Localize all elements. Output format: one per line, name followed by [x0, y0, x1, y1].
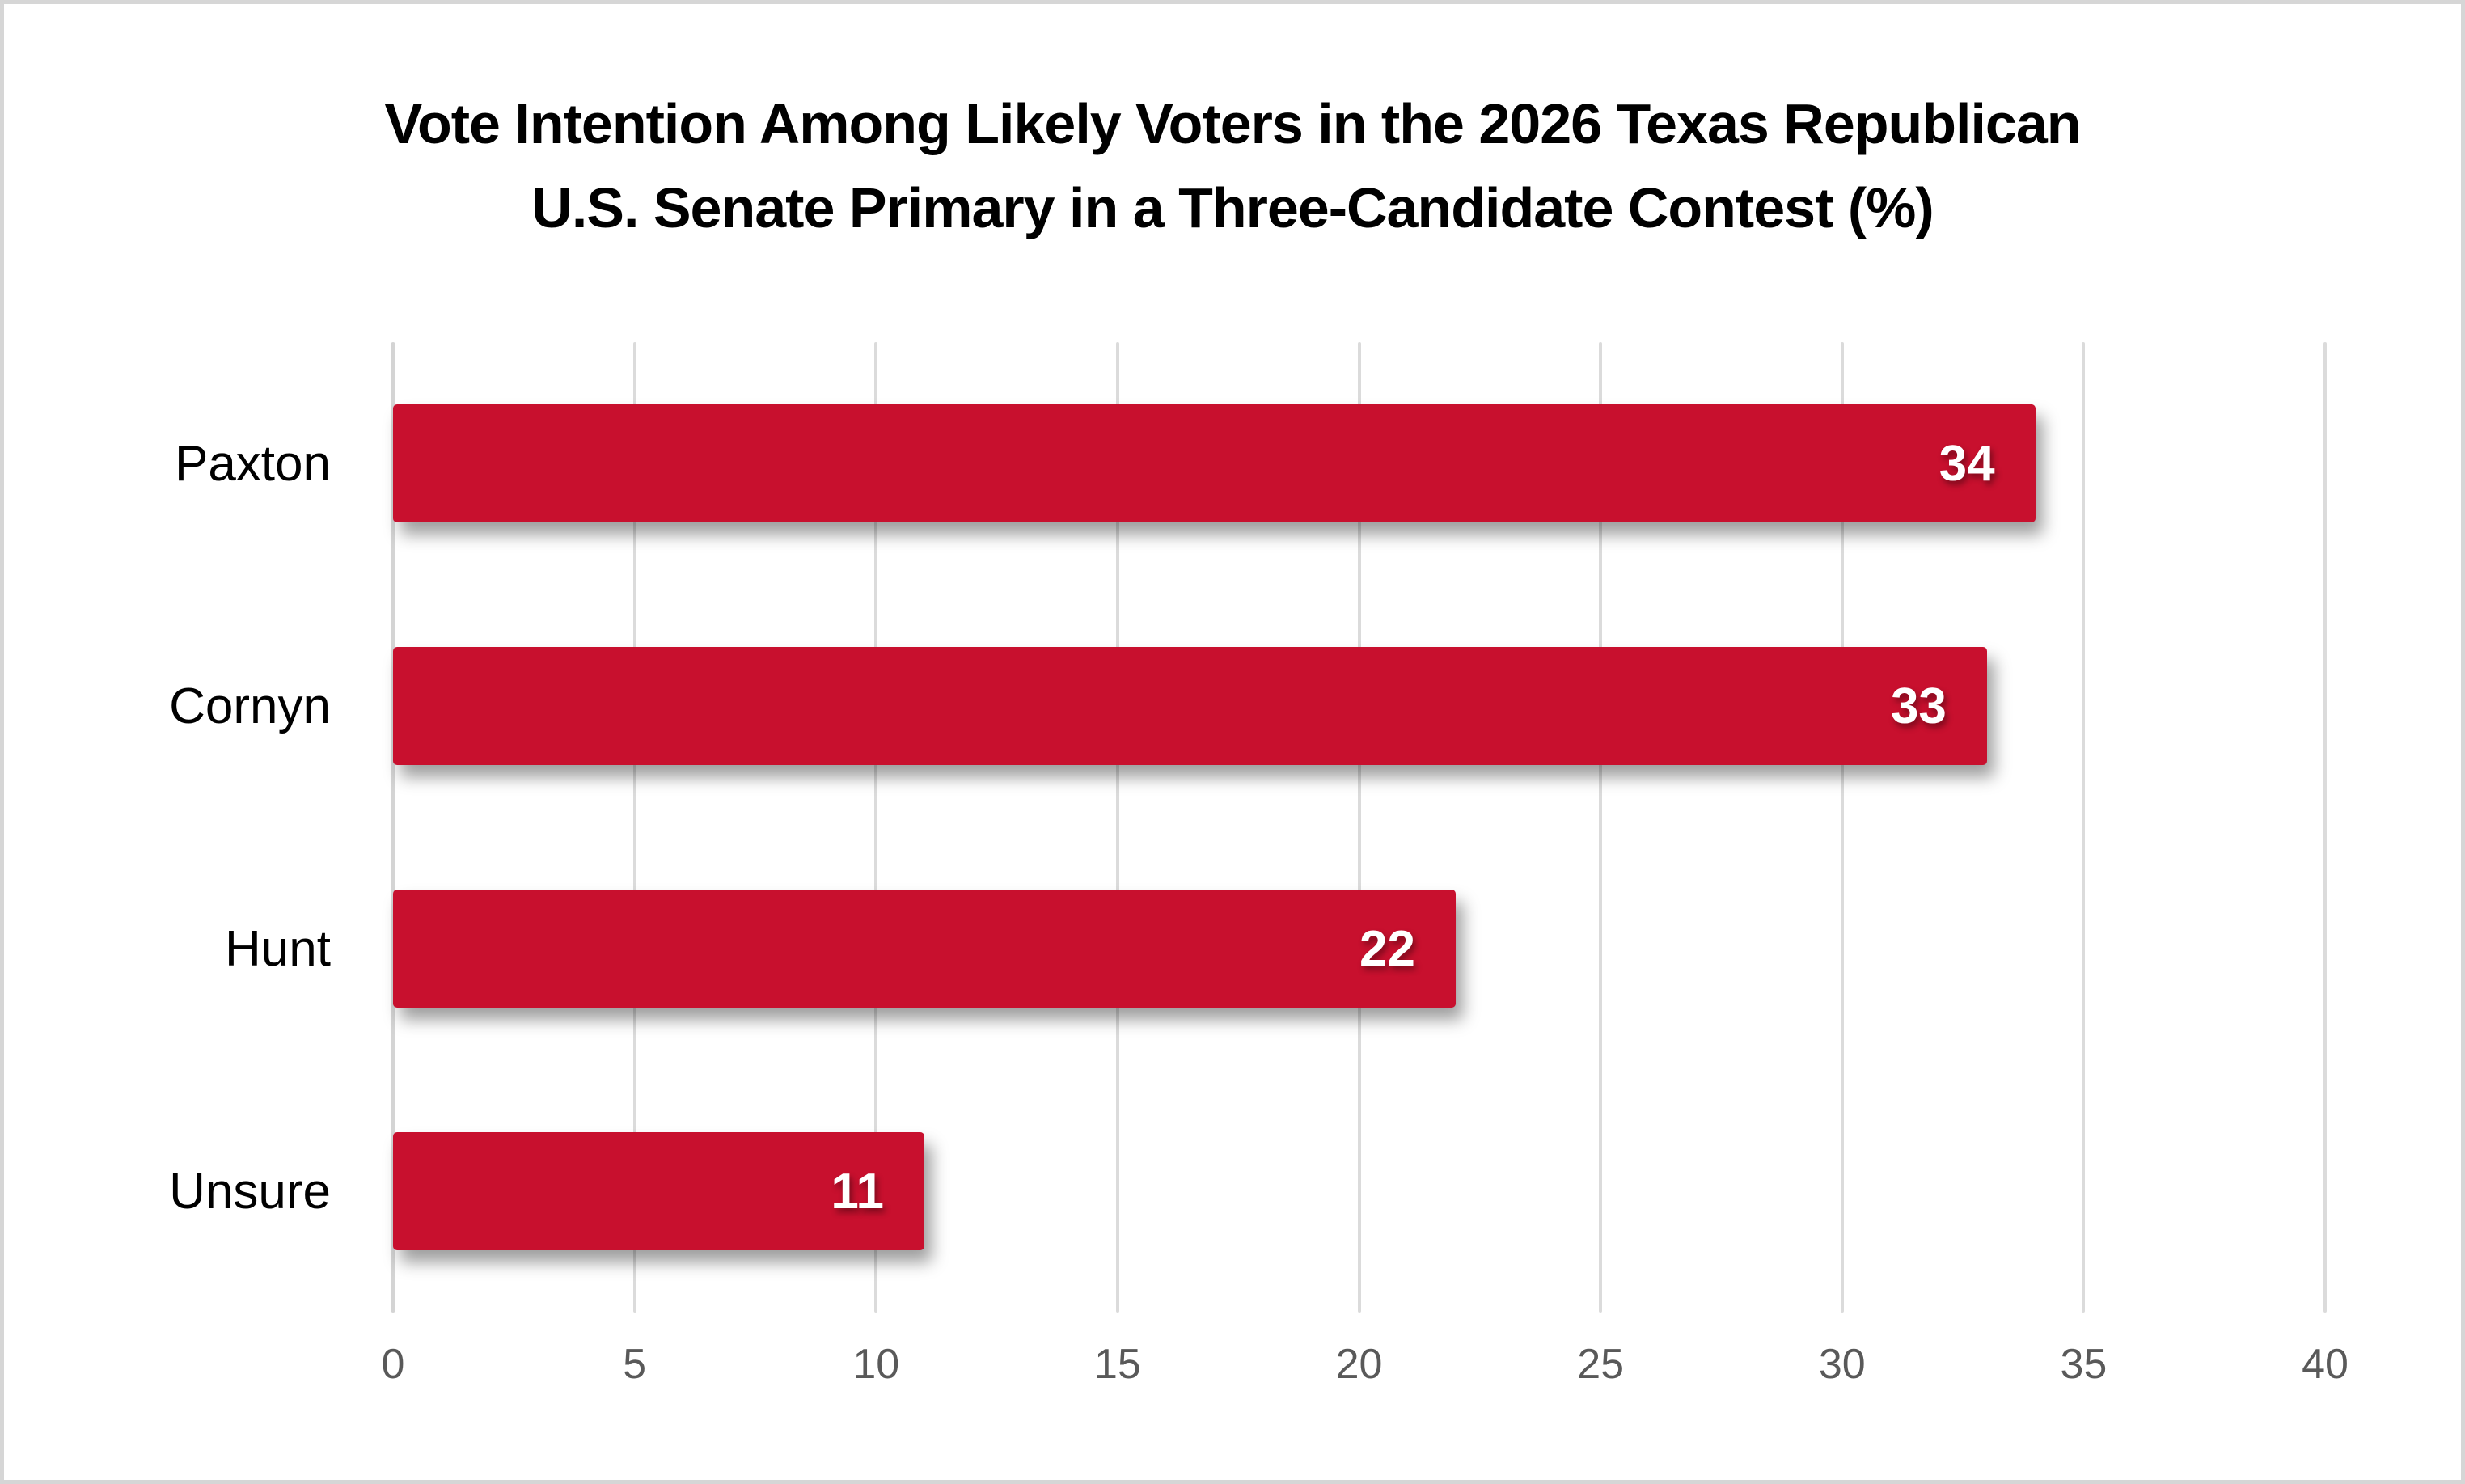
- gridlines: [391, 342, 2327, 1313]
- x-tick-label: 15: [1093, 1341, 1141, 1388]
- gridline: [1357, 342, 1361, 1313]
- bar-value-label: 34: [1939, 435, 1995, 492]
- gridline: [632, 342, 636, 1313]
- x-tick-label: 5: [623, 1341, 647, 1388]
- x-tick-label: 25: [1577, 1341, 1625, 1388]
- chart-title-line-1: Vote Intention Among Likely Voters in th…: [384, 92, 2081, 155]
- bar-unsure: 11: [393, 1132, 924, 1250]
- gridline: [1115, 342, 1119, 1313]
- bar-value-label: 33: [1890, 678, 1947, 734]
- x-tick-label: 0: [381, 1341, 405, 1388]
- x-tick-label: 10: [852, 1341, 900, 1388]
- gridline: [2323, 342, 2327, 1313]
- x-tick-label: 30: [1818, 1341, 1866, 1388]
- bar-value-label: 11: [831, 1163, 884, 1220]
- y-axis-line: [391, 342, 395, 1313]
- category-label-cornyn: Cornyn: [169, 678, 331, 734]
- gridline: [1840, 342, 1844, 1313]
- chart-title-line-2: U.S. Senate Primary in a Three-Candidate…: [531, 176, 1934, 239]
- x-tick-label: 35: [2060, 1341, 2108, 1388]
- bars: 34 33 22 11: [393, 342, 2325, 1313]
- category-label-paxton: Paxton: [174, 435, 331, 492]
- gridline: [874, 342, 878, 1313]
- x-tick-label: 20: [1335, 1341, 1383, 1388]
- x-tick-label: 40: [2302, 1341, 2349, 1388]
- bar-paxton: 34: [393, 404, 2036, 522]
- category-label-hunt: Hunt: [225, 920, 331, 977]
- category-labels: Paxton Cornyn Hunt Unsure: [4, 4, 2461, 1480]
- chart-title: Vote Intention Among Likely Voters in th…: [4, 82, 2461, 250]
- gridline: [2082, 342, 2086, 1313]
- plot-area: 34 33 22 11: [391, 342, 2327, 1313]
- gridline: [1599, 342, 1603, 1313]
- category-label-unsure: Unsure: [169, 1163, 331, 1220]
- bar-hunt: 22: [393, 890, 1456, 1008]
- bar-value-label: 22: [1359, 920, 1415, 977]
- bar-cornyn: 33: [393, 647, 1987, 765]
- x-axis-tick-labels: 0 5 10 15 20 25 30 35 40: [4, 4, 2461, 1480]
